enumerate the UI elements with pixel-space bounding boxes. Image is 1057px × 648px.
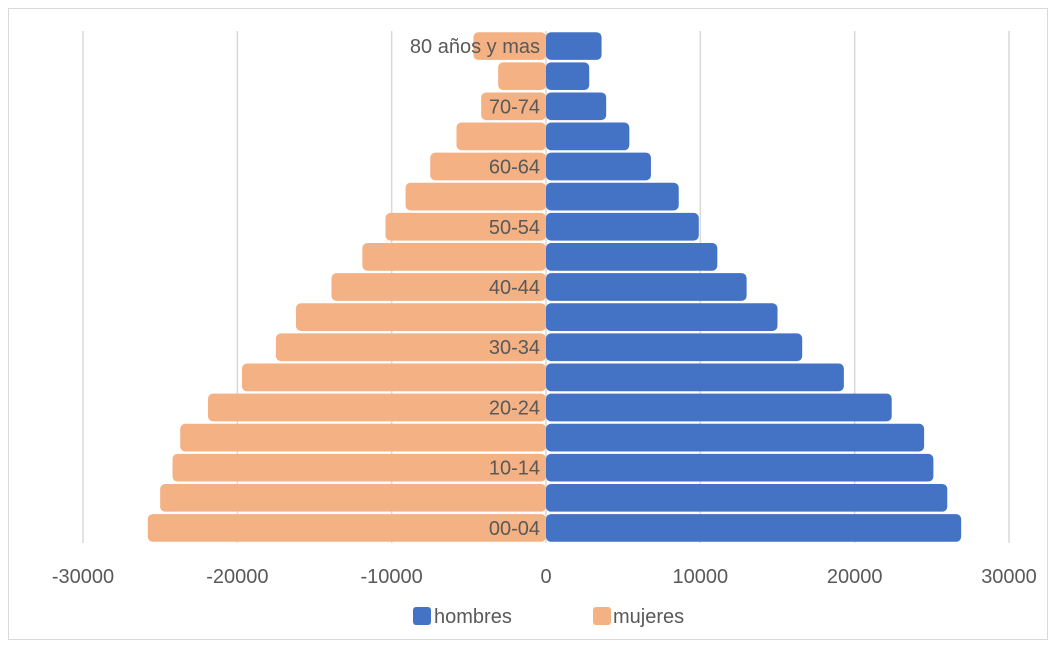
bar-hombres-00-04	[546, 514, 962, 542]
bar-mujeres-45-49	[362, 243, 546, 271]
legend-swatch-hombres	[413, 607, 431, 625]
category-tick-label: 50-54	[489, 217, 540, 239]
bar-mujeres-15-19	[180, 423, 547, 452]
bar-mujeres-65-69	[456, 122, 546, 151]
bar-hombres-40-44	[546, 273, 747, 301]
x-tick-label: -20000	[206, 566, 268, 588]
category-tick-label: 40-44	[489, 277, 540, 299]
bar-hombres-10-14	[546, 453, 934, 482]
category-tick-label: 60-64	[489, 157, 540, 179]
bar-mujeres-55-59	[405, 182, 546, 211]
bar-hombres-25-29	[546, 363, 844, 392]
population-pyramid-chart: 00-04 10-14 20-24 30-34 40-44 50-54 60-64 70-74…	[52, 31, 1037, 628]
bars	[147, 32, 962, 542]
bar-mujeres-25-29	[241, 363, 547, 392]
legend-swatch-mujeres	[593, 607, 611, 625]
bar-hombres-60-64	[546, 152, 651, 181]
x-tick-label: 0	[540, 566, 551, 588]
bar-hombres-30-34	[546, 333, 803, 362]
legend-label-hombres: hombres	[434, 606, 512, 628]
legend: hombres mujeres	[413, 606, 684, 628]
bar-hombres-15-19	[546, 423, 925, 452]
x-tick-label: 10000	[673, 566, 729, 588]
bar-mujeres-35-39	[295, 303, 546, 331]
bar-mujeres-80-años-y-mas	[473, 32, 546, 60]
category-tick-label: 30-34	[489, 337, 540, 359]
bar-mujeres-70-74	[481, 92, 546, 121]
bar-mujeres-05-09	[160, 483, 546, 512]
bar-mujeres-60-64	[430, 152, 546, 181]
legend-label-mujeres: mujeres	[613, 606, 684, 628]
chart-frame: 00-04 10-14 20-24 30-34 40-44 50-54 60-64 70-74…	[8, 8, 1048, 640]
bar-mujeres-50-54	[385, 212, 546, 241]
category-labels: 00-04 10-14 20-24 30-34 40-44 50-54 60-64 70-74…	[410, 36, 540, 540]
bar-hombres-75-79	[546, 62, 590, 91]
category-tick-label: 70-74	[489, 96, 540, 118]
category-tick-label: 00-04	[489, 518, 540, 540]
bar-hombres-65-69	[546, 122, 630, 151]
bar-hombres-45-49	[546, 243, 718, 271]
bar-mujeres-75-79	[498, 62, 546, 91]
bar-mujeres-20-24	[208, 393, 546, 422]
bar-mujeres-40-44	[331, 273, 546, 301]
bar-hombres-50-54	[546, 212, 699, 241]
bar-hombres-55-59	[546, 182, 679, 211]
x-axis-tick-labels: -30000 -20000 -10000 0 10000 20000 30000	[52, 566, 1037, 588]
category-tick-label: 20-24	[489, 397, 540, 419]
bar-mujeres-30-34	[275, 333, 546, 362]
bar-hombres-70-74	[546, 92, 607, 121]
bar-mujeres-00-04	[147, 514, 546, 542]
bar-hombres-20-24	[546, 393, 892, 422]
x-tick-label: 20000	[827, 566, 883, 588]
bar-mujeres-10-14	[172, 453, 546, 482]
category-tick-label: 10-14	[489, 458, 540, 480]
bar-hombres-35-39	[546, 303, 778, 331]
x-tick-label: -10000	[361, 566, 423, 588]
bar-hombres-80-años-y-mas	[546, 32, 602, 60]
bar-hombres-05-09	[546, 483, 948, 512]
category-tick-label: 80 años y mas	[410, 36, 540, 58]
x-tick-label: 30000	[981, 566, 1037, 588]
x-tick-label: -30000	[52, 566, 114, 588]
